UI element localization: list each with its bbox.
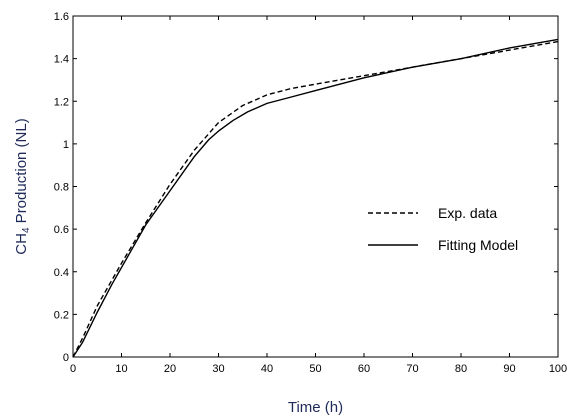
plot-area-border	[72, 15, 559, 358]
y-axis-title-subscript: 4	[21, 227, 32, 233]
y-tick-label: 1.4	[54, 54, 69, 66]
x-tick-label: 10	[115, 363, 127, 375]
y-tick-label: 0.4	[54, 267, 69, 279]
legend: Exp. data Fitting Model	[368, 205, 518, 253]
x-tick-label: 80	[455, 363, 467, 375]
x-tick-label: 20	[164, 363, 176, 375]
y-axis-title-main: CH	[13, 233, 30, 255]
x-tick-label: 100	[549, 363, 567, 375]
plot-frame	[72, 15, 559, 358]
axis-ticks: 0 10 20 30 40 50 60 70 80 90 100 0 0.2 0.4 0.6 0.8 1 1.2 1…	[54, 11, 567, 375]
x-tick-label: 50	[309, 363, 321, 375]
y-tick-label: 1.6	[54, 11, 69, 23]
y-tick-label: 0.6	[54, 224, 69, 236]
series-lines	[72, 38, 559, 358]
series-line-fitting-model	[72, 38, 559, 358]
series-line-exp-data	[72, 40, 559, 358]
x-tick-label: 40	[261, 363, 273, 375]
y-tick-label: 0.2	[54, 309, 69, 321]
x-tick-label: 90	[503, 363, 515, 375]
y-axis-title: CH4 Production (NL)	[13, 118, 32, 254]
x-tick-label: 30	[212, 363, 224, 375]
y-axis-title-rest: Production (NL)	[13, 118, 30, 227]
y-tick-label: 1.2	[54, 96, 69, 108]
y-tick-label: 0.8	[54, 182, 69, 194]
legend-label: Fitting Model	[438, 237, 518, 253]
legend-label: Exp. data	[438, 205, 497, 221]
x-tick-label: 70	[406, 363, 418, 375]
x-axis-title: Time (h)	[288, 399, 343, 416]
x-tick-label: 60	[358, 363, 370, 375]
y-tick-label: 1	[63, 139, 69, 151]
y-tick-label: 0	[63, 352, 69, 364]
x-tick-label: 0	[70, 363, 76, 375]
